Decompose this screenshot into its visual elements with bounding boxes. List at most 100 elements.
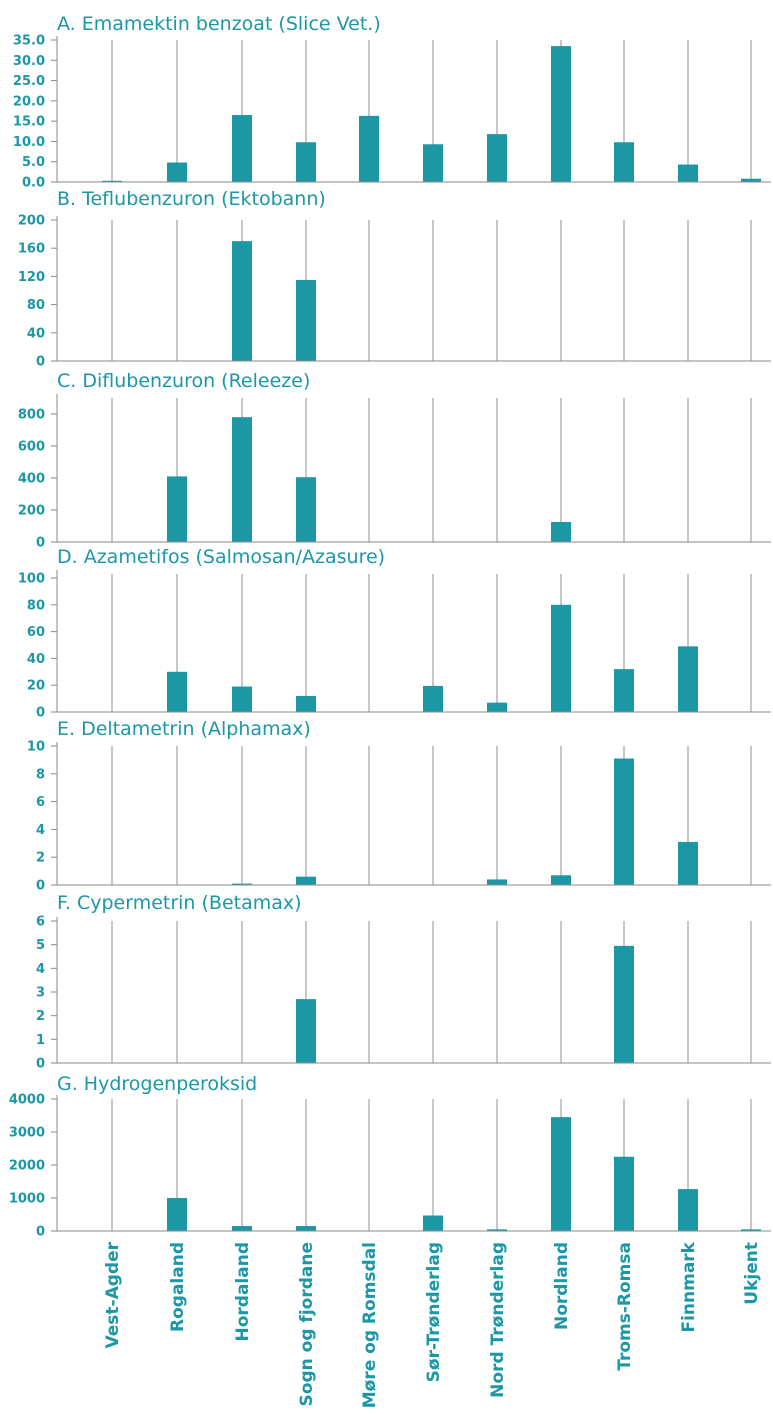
y-tick-label: 40 — [27, 652, 45, 667]
y-tick-label: 2 — [36, 1009, 45, 1024]
panel-title: E. Deltametrin (Alphamax) — [57, 718, 311, 740]
y-tick-label: 1000 — [9, 1192, 45, 1207]
bar-7 — [487, 702, 507, 712]
bar-4 — [296, 999, 316, 1063]
y-tick-label: 0 — [36, 536, 45, 551]
y-tick-label: 0 — [36, 1225, 45, 1240]
y-tick-label: 3000 — [9, 1126, 45, 1141]
bar-6 — [423, 144, 443, 182]
bar-4 — [296, 142, 316, 182]
bar-8 — [551, 875, 571, 885]
y-tick-label: 4000 — [9, 1093, 45, 1108]
bar-4 — [296, 279, 316, 361]
y-tick-label: 10 — [27, 740, 45, 755]
bar-4 — [296, 695, 316, 712]
y-tick-label: 4 — [36, 962, 45, 977]
y-tick-label: 20 — [27, 679, 45, 694]
y-tick-label: 5.0 — [22, 155, 45, 170]
y-tick-label: 0 — [36, 355, 45, 370]
y-tick-label: 80 — [27, 298, 45, 313]
bar-4 — [296, 876, 316, 885]
x-category-label: Finnmark — [679, 1241, 699, 1332]
bar-3 — [232, 115, 252, 182]
panel-title: A. Emamektin benzoat (Slice Vet.) — [57, 13, 381, 35]
bar-5 — [359, 115, 379, 182]
panel-title: G. Hydrogenperoksid — [57, 1073, 257, 1095]
y-tick-label: 3 — [36, 986, 45, 1001]
bar-7 — [487, 879, 507, 885]
y-tick-label: 0 — [36, 1057, 45, 1072]
y-tick-label: 35.0 — [13, 34, 45, 49]
panel-title: C. Diflubenzuron (Releeze) — [57, 370, 310, 392]
bar-10 — [678, 841, 698, 885]
bar-3 — [232, 241, 252, 361]
bar-6 — [423, 1215, 443, 1231]
bar-10 — [678, 646, 698, 712]
bar-8 — [551, 522, 571, 542]
y-tick-label: 40 — [27, 326, 45, 341]
panel-f: F. Cypermetrin (Betamax) 6 5 4 3 2 1 0 — [36, 892, 771, 1072]
x-category-label: Sør-Trønderlag — [424, 1242, 444, 1382]
panel-d: D. Azametifos (Salmosan/Azasure) 100 80 60 4… — [18, 546, 771, 721]
bar-4 — [296, 477, 316, 542]
bar-8 — [551, 46, 571, 183]
y-tick-label: 100 — [18, 572, 45, 587]
bar-11 — [741, 1229, 761, 1231]
y-tick-label: 4 — [36, 823, 45, 838]
y-tick-label: 15.0 — [13, 115, 45, 130]
bar-2 — [167, 476, 187, 542]
bar-2 — [167, 1198, 187, 1231]
bar-3 — [232, 1226, 252, 1231]
panel-e: E. Deltametrin (Alphamax) 10 8 6 4 2 0 — [27, 718, 771, 894]
x-category-label: Rogaland — [168, 1242, 188, 1332]
panel-title: B. Teflubenzuron (Ektobann) — [57, 188, 326, 210]
panel-b: B. Teflubenzuron (Ektobann) 200 160 120 80 40… — [18, 188, 771, 370]
bar-9 — [614, 142, 634, 182]
y-tick-label: 8 — [36, 767, 45, 782]
y-tick-label: 600 — [18, 440, 45, 455]
y-tick-label: 10.0 — [13, 135, 45, 150]
panel-a: A. Emamektin benzoat (Slice Vet.) 35.0 30.… — [13, 13, 771, 191]
bar-3 — [232, 686, 252, 712]
y-tick-label: 0.0 — [22, 176, 45, 191]
bar-10 — [678, 1189, 698, 1231]
y-tick-label: 200 — [18, 214, 45, 229]
panel-c: C. Diflubenzuron (Releeze) 800 600 400 200 0 — [18, 370, 771, 551]
y-tick-label: 800 — [18, 408, 45, 423]
x-category-label: Møre og Romsdal — [360, 1242, 380, 1408]
x-category-label: Nordland — [552, 1242, 572, 1330]
bar-7 — [487, 134, 507, 182]
y-tick-label: 2000 — [9, 1159, 45, 1174]
bar-11 — [741, 178, 761, 182]
y-tick-label: 5 — [36, 938, 45, 953]
y-tick-label: 120 — [18, 270, 45, 285]
bar-3 — [232, 417, 252, 542]
x-category-label: Vest-Agder — [103, 1241, 123, 1348]
y-tick-label: 6 — [36, 915, 45, 930]
bar-7 — [487, 1229, 507, 1231]
x-category-label: Ukjent — [742, 1242, 762, 1305]
bar-9 — [614, 1156, 634, 1231]
panel-g: G. Hydrogenperoksid 4000 3000 2000 1000 0 — [9, 1073, 771, 1240]
y-tick-label: 1 — [36, 1033, 45, 1048]
y-tick-label: 20.0 — [13, 94, 45, 109]
x-category-label: Sogn og fjordane — [297, 1242, 317, 1406]
y-tick-label: 80 — [27, 598, 45, 613]
y-tick-label: 200 — [18, 504, 45, 519]
panel-title: F. Cypermetrin (Betamax) — [57, 892, 302, 914]
bar-9 — [614, 758, 634, 885]
bar-8 — [551, 1117, 571, 1231]
bar-9 — [614, 669, 634, 712]
bar-6 — [423, 685, 443, 712]
panel-title: D. Azametifos (Salmosan/Azasure) — [57, 546, 385, 568]
bar-10 — [678, 164, 698, 182]
y-tick-label: 2 — [36, 851, 45, 866]
y-tick-label: 25.0 — [13, 74, 45, 89]
x-category-label: Troms-Romsa — [615, 1242, 635, 1371]
y-tick-label: 6 — [36, 795, 45, 810]
bar-4 — [296, 1226, 316, 1231]
y-tick-label: 0 — [36, 879, 45, 894]
y-tick-label: 160 — [18, 242, 45, 257]
x-category-label: Hordaland — [233, 1242, 253, 1342]
